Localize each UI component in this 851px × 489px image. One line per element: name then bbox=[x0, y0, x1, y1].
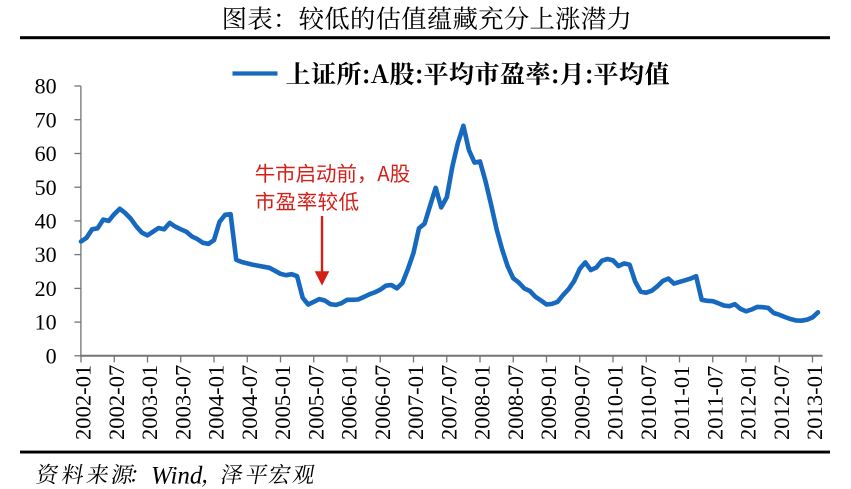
svg-text:2003-07: 2003-07 bbox=[170, 365, 195, 440]
svg-text:2008-07: 2008-07 bbox=[503, 365, 528, 440]
svg-text:2004-01: 2004-01 bbox=[204, 365, 229, 440]
svg-text:10: 10 bbox=[35, 310, 57, 335]
svg-text:50: 50 bbox=[35, 175, 57, 200]
svg-text:40: 40 bbox=[35, 209, 57, 234]
svg-text:2011-07: 2011-07 bbox=[702, 366, 727, 440]
svg-text:2005-07: 2005-07 bbox=[303, 365, 328, 440]
svg-text:2009-07: 2009-07 bbox=[569, 365, 594, 440]
svg-text:2009-01: 2009-01 bbox=[536, 365, 561, 440]
svg-text:20: 20 bbox=[35, 276, 57, 301]
svg-text:2013-01: 2013-01 bbox=[802, 365, 827, 440]
svg-text:2007-07: 2007-07 bbox=[436, 365, 461, 440]
svg-text:2003-01: 2003-01 bbox=[137, 365, 162, 440]
svg-text:2006-07: 2006-07 bbox=[370, 365, 395, 440]
svg-text:2004-07: 2004-07 bbox=[237, 365, 262, 440]
svg-text:2007-01: 2007-01 bbox=[403, 365, 428, 440]
svg-text:2012-01: 2012-01 bbox=[736, 365, 761, 440]
svg-text:0: 0 bbox=[46, 343, 57, 368]
svg-text:2010-01: 2010-01 bbox=[603, 365, 628, 440]
svg-text:60: 60 bbox=[35, 141, 57, 166]
svg-text:30: 30 bbox=[35, 242, 57, 267]
svg-text:2010-07: 2010-07 bbox=[636, 365, 661, 440]
svg-text:2012-07: 2012-07 bbox=[769, 365, 794, 440]
svg-text:2005-01: 2005-01 bbox=[270, 365, 295, 440]
svg-text:70: 70 bbox=[35, 107, 57, 132]
svg-text:Wind: Wind bbox=[151, 462, 203, 489]
svg-text:80: 80 bbox=[35, 74, 57, 99]
svg-text:2011-01: 2011-01 bbox=[669, 366, 694, 440]
svg-text:2002-01: 2002-01 bbox=[71, 365, 96, 440]
svg-text:2002-07: 2002-07 bbox=[104, 365, 129, 440]
svg-text:2008-01: 2008-01 bbox=[470, 365, 495, 440]
svg-text:2006-01: 2006-01 bbox=[337, 365, 362, 440]
